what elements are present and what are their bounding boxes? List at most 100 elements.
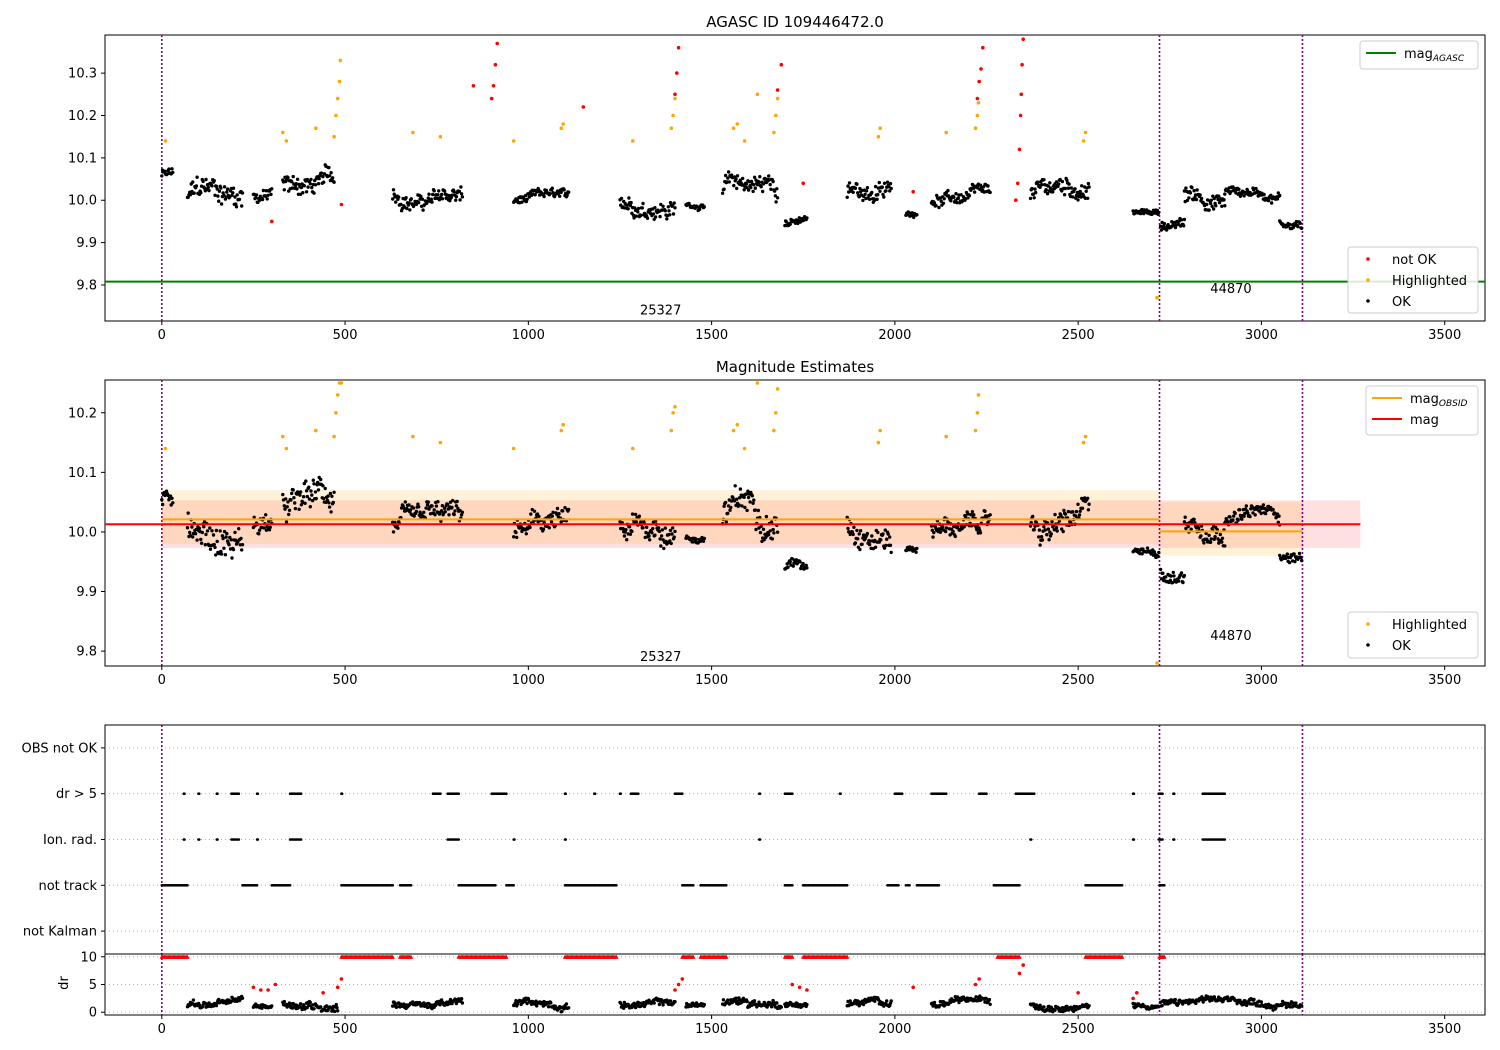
ok-point xyxy=(304,190,309,194)
ok-point xyxy=(660,528,664,532)
ok-point xyxy=(306,185,310,189)
ok-point xyxy=(309,489,313,493)
ok-point xyxy=(1202,541,1206,545)
ok-point xyxy=(1228,515,1232,519)
ok-point xyxy=(447,193,451,198)
ok-point xyxy=(443,510,447,514)
ok-point xyxy=(224,535,228,539)
ok-point xyxy=(298,490,303,494)
ok-point xyxy=(624,528,628,532)
legend-label: Highlighted xyxy=(1392,618,1467,633)
ok-point xyxy=(312,191,316,195)
ok-point xyxy=(858,529,863,533)
ok-point xyxy=(1077,192,1082,197)
ok-point xyxy=(627,525,632,529)
ok-point xyxy=(405,206,409,211)
ok-point xyxy=(1292,552,1296,556)
ok-point xyxy=(217,189,222,193)
ok-point xyxy=(225,531,229,536)
ok-point xyxy=(698,207,702,211)
ok-point xyxy=(735,497,739,501)
ok-point xyxy=(759,524,763,528)
ok-point xyxy=(671,212,676,216)
dr-ok-point xyxy=(1259,1000,1264,1004)
ok-point xyxy=(425,503,430,507)
ok-point xyxy=(753,508,757,512)
highlighted-point xyxy=(735,122,740,126)
highlighted-point xyxy=(332,134,336,139)
dr-ok-point xyxy=(661,1003,665,1007)
ok-point xyxy=(751,189,755,194)
ok-point xyxy=(742,188,746,192)
ok-point xyxy=(460,195,465,199)
ok-point xyxy=(865,531,870,536)
ok-point xyxy=(637,514,641,518)
ok-point xyxy=(752,175,757,179)
ok-point xyxy=(1253,513,1257,517)
flag-point xyxy=(937,884,941,887)
ok-point xyxy=(284,497,288,501)
ok-point xyxy=(1062,193,1067,197)
ok-point xyxy=(408,208,412,212)
ok-point xyxy=(625,538,629,542)
ok-point xyxy=(286,176,290,180)
ok-point xyxy=(1246,511,1250,515)
y-tick-label: 9.8 xyxy=(76,278,97,293)
dr-red-point xyxy=(911,985,915,990)
y-tick-label: 9.9 xyxy=(76,236,97,251)
ok-point xyxy=(884,189,888,193)
obsid-label: 44870 xyxy=(1210,629,1251,644)
ok-point xyxy=(170,167,174,171)
ok-point xyxy=(549,520,554,524)
dr-red-point xyxy=(676,982,681,987)
ok-point xyxy=(426,500,430,504)
ok-point xyxy=(1254,186,1258,191)
highlighted-point xyxy=(334,411,338,415)
dr-ok-point xyxy=(885,999,889,1003)
ok-point xyxy=(323,486,327,491)
ok-point xyxy=(203,543,207,547)
ok-point xyxy=(668,213,672,217)
dr-ok-point xyxy=(535,1004,539,1008)
flag-point xyxy=(183,838,186,841)
ok-point xyxy=(211,533,216,537)
ok-point xyxy=(199,541,204,545)
ok-point xyxy=(860,542,864,546)
ok-point xyxy=(1057,182,1061,186)
not-ok-point xyxy=(1018,113,1023,118)
ok-point xyxy=(396,526,400,530)
ok-point xyxy=(222,193,226,197)
ok-point xyxy=(1043,528,1048,532)
flag-point xyxy=(237,792,241,795)
ok-point xyxy=(202,525,206,529)
flag-point xyxy=(439,792,442,795)
ok-point xyxy=(430,504,434,508)
ok-point xyxy=(301,191,305,195)
ok-point xyxy=(1033,187,1037,191)
ok-point xyxy=(1069,186,1074,190)
x-tick-label: 2500 xyxy=(1062,1022,1095,1037)
ok-point xyxy=(233,530,237,535)
not-ok-point xyxy=(491,84,496,88)
ok-point xyxy=(454,198,458,202)
flag-point xyxy=(1132,792,1136,795)
highlighted-point xyxy=(876,134,881,139)
ok-point xyxy=(419,194,423,199)
ok-point xyxy=(1034,190,1038,195)
x-tick-label: 2000 xyxy=(878,1022,911,1037)
ok-point xyxy=(1037,528,1042,532)
ok-point xyxy=(633,512,638,517)
ok-point xyxy=(1298,221,1302,225)
ok-point xyxy=(223,553,228,557)
ok-point xyxy=(294,182,298,186)
ok-point xyxy=(941,525,945,529)
ok-point xyxy=(416,502,420,506)
ok-point xyxy=(1199,196,1204,201)
ok-point xyxy=(1038,185,1042,189)
dr-ok-point xyxy=(1203,997,1208,1002)
ok-point xyxy=(628,532,633,536)
ok-point xyxy=(541,527,546,531)
ok-point xyxy=(738,178,743,182)
ok-point xyxy=(417,200,421,205)
